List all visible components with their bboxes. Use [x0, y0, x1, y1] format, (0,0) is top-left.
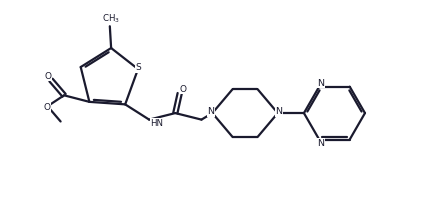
Text: S: S: [136, 63, 142, 72]
Text: N: N: [276, 107, 283, 116]
Text: O: O: [44, 72, 51, 81]
Text: CH$_3$: CH$_3$: [102, 12, 120, 25]
Text: N: N: [317, 138, 324, 148]
Text: HN: HN: [150, 119, 164, 128]
Text: O: O: [43, 103, 50, 112]
Text: N: N: [208, 107, 215, 116]
Text: O: O: [180, 85, 187, 94]
Text: N: N: [317, 79, 324, 88]
